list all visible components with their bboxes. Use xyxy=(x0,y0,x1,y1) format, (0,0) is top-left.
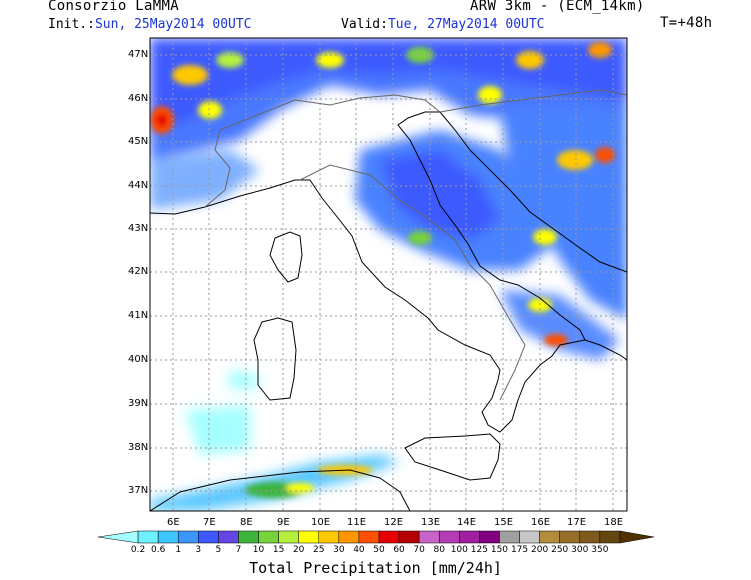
legend-tick-label: 175 xyxy=(510,545,529,555)
legend-swatch xyxy=(579,530,601,544)
legend-tick-label: 5 xyxy=(215,545,222,555)
legend-swatch xyxy=(97,530,139,544)
legend-tick-label: 15 xyxy=(272,545,285,555)
legend-swatch xyxy=(358,530,380,544)
lon-label-11e: 11E xyxy=(347,517,367,528)
legend-tick-label: 80 xyxy=(433,545,445,555)
lon-label-18e: 18E xyxy=(604,517,624,528)
model-title: ARW 3km - (ECM_14km) xyxy=(470,0,645,14)
legend-tick-label: 10 xyxy=(252,545,265,555)
lon-label-10e: 10E xyxy=(311,517,331,528)
legend-swatch xyxy=(318,530,340,544)
legend-tick-label: 250 xyxy=(551,545,569,555)
legend-swatch xyxy=(338,530,360,544)
legend-tick-label: 0.6 xyxy=(150,545,166,555)
legend-swatch xyxy=(459,530,480,544)
lon-label-17e: 17E xyxy=(567,517,587,528)
lat-label-39n: 39N xyxy=(128,398,149,409)
graticule xyxy=(150,38,627,511)
legend-swatch xyxy=(519,530,540,544)
valid-time: Valid:Tue, 27May2014 00UTC xyxy=(341,17,545,32)
legend-tick-label: 70 xyxy=(413,545,425,555)
legend-tick-label: 25 xyxy=(313,545,325,555)
legend-tick-label: 300 xyxy=(571,545,589,555)
legend-tick-label: 1 xyxy=(175,545,182,555)
legend-swatch xyxy=(258,530,279,544)
lat-label-47n: 47N xyxy=(128,49,149,60)
legend-tick-label: 125 xyxy=(470,545,488,555)
init-value: Sun, 25May2014 00UTC xyxy=(94,17,252,32)
lat-label-46n: 46N xyxy=(128,93,149,104)
legend-tick-label: 350 xyxy=(591,545,609,555)
legend-swatch xyxy=(559,530,581,544)
lat-label-37n: 37N xyxy=(128,485,149,496)
borders xyxy=(204,89,627,401)
forecast-step: T=+48h xyxy=(660,15,713,31)
legend-swatch xyxy=(137,530,159,544)
legend-swatch xyxy=(418,530,440,544)
lat-label-45n: 45N xyxy=(128,136,149,147)
legend-swatch xyxy=(398,530,420,544)
legend-tick-label: 60 xyxy=(393,545,405,555)
init-time: Init.:Sun, 25May2014 00UTC xyxy=(48,17,252,32)
lon-label-7e: 7E xyxy=(203,517,216,528)
map-frame xyxy=(149,37,628,512)
legend-tick-label: 0.2 xyxy=(130,545,146,555)
legend-tick-label: 40 xyxy=(353,545,365,555)
lat-label-42n: 42N xyxy=(128,266,149,277)
lat-label-38n: 38N xyxy=(128,442,149,453)
legend-tick-label: 30 xyxy=(333,545,345,555)
org-title: Consorzio LaMMA xyxy=(48,0,179,14)
legend-swatch xyxy=(599,530,621,544)
legend-tick-label: 50 xyxy=(373,545,385,555)
legend-colorbar xyxy=(97,530,655,544)
lon-label-12e: 12E xyxy=(384,517,404,528)
legend-title: Total Precipitation [mm/24h] xyxy=(249,559,502,577)
legend-swatch xyxy=(378,530,400,544)
lon-label-8e: 8E xyxy=(240,517,253,528)
legend-swatch xyxy=(438,530,460,544)
legend-swatch xyxy=(479,530,500,544)
legend-swatch xyxy=(238,530,259,544)
legend-tick-label: 200 xyxy=(531,545,549,555)
legend-swatch xyxy=(619,530,655,544)
legend-swatch xyxy=(298,530,320,544)
valid-value: Tue, 27May2014 00UTC xyxy=(387,17,545,32)
legend-tick-label: 150 xyxy=(490,545,509,555)
init-label: Init.: xyxy=(48,17,95,32)
coastlines xyxy=(150,111,627,511)
legend-swatch xyxy=(218,530,239,544)
legend-swatch xyxy=(157,530,179,544)
legend-swatch xyxy=(177,530,199,544)
lon-label-16e: 16E xyxy=(531,517,551,528)
legend-swatch xyxy=(198,530,219,544)
legend-swatch xyxy=(499,530,520,544)
lat-label-41n: 41N xyxy=(128,310,149,321)
legend-tick-label: 3 xyxy=(195,545,202,555)
lon-label-14e: 14E xyxy=(457,517,477,528)
legend-tick-label: 20 xyxy=(292,545,305,555)
legend-tick-label: 7 xyxy=(235,545,242,555)
lat-label-44n: 44N xyxy=(128,180,149,191)
lon-label-6e: 6E xyxy=(167,517,180,528)
lat-label-40n: 40N xyxy=(128,354,149,365)
legend-swatch xyxy=(278,530,299,544)
lon-label-13e: 13E xyxy=(421,517,441,528)
legend-swatch xyxy=(539,530,560,544)
precipitation-field xyxy=(150,38,627,511)
legend-tick-label: 100 xyxy=(450,545,468,555)
lon-label-15e: 15E xyxy=(494,517,514,528)
lat-label-43n: 43N xyxy=(128,223,149,234)
valid-label: Valid: xyxy=(341,17,388,32)
lon-label-9e: 9E xyxy=(277,517,290,528)
